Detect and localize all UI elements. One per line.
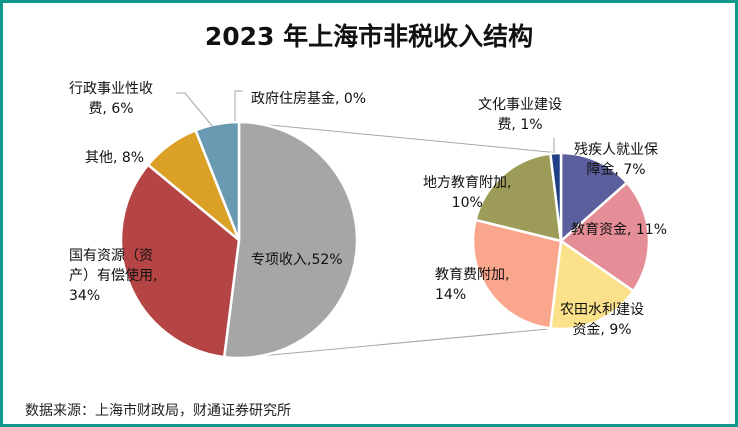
label-sec-3: 教育费附加, 14% — [435, 267, 510, 303]
label-sec-5: 文化事业建设 费, 1% — [478, 97, 562, 133]
label-main-3: 行政事业性收 费, 6% — [69, 81, 153, 117]
label-sec-4: 地方教育附加, 10% — [423, 175, 512, 211]
leader-line-admin-fees — [176, 92, 214, 128]
label-main-1: 国有资源（资 产）有偿使用, 34% — [69, 248, 158, 304]
source-note: 数据来源：上海市财政局，财通证券研究所 — [25, 403, 291, 419]
pie-of-pie-chart — [119, 90, 651, 360]
label-sec-0: 残疾人就业保 障金, 7% — [574, 142, 658, 178]
leader-line-housing-fund — [234, 90, 243, 121]
main-slice-3 — [193, 120, 241, 241]
connector-line-bottom — [238, 327, 560, 359]
secondary-slice-4 — [474, 152, 563, 243]
label-main-2: 其他, 8% — [85, 150, 145, 166]
label-sec-1: 教育资金, 11% — [571, 222, 668, 238]
secondary-slice-0 — [559, 151, 629, 244]
secondary-slice-2 — [549, 238, 636, 331]
secondary-slice-3 — [471, 218, 563, 330]
label-main-0: 专项收入,52% — [251, 252, 343, 268]
label-main-4: 政府住房基金, 0% — [251, 91, 367, 107]
secondary-slice-5 — [549, 151, 563, 242]
secondary-slice-1 — [558, 180, 651, 293]
chart-title: 2023 年上海市非税收入结构 — [204, 22, 534, 51]
label-sec-2: 农田水利建设 资金, 9% — [560, 302, 644, 338]
main-slice-0 — [222, 120, 359, 360]
connector-line-top — [238, 121, 560, 154]
main-slice-1 — [119, 163, 241, 359]
